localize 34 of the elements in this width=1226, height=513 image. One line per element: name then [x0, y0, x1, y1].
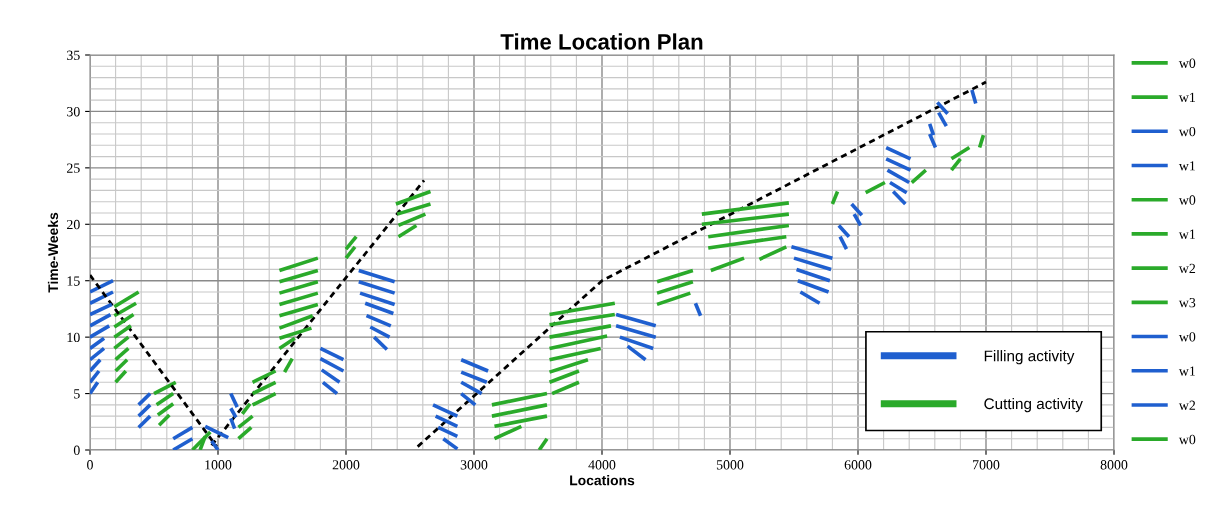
- x-tick-label: 7000: [973, 460, 1000, 470]
- y-tick-label: 35: [67, 50, 80, 60]
- legend-label: w0: [1178, 434, 1196, 445]
- legend-label: Cutting activity: [984, 397, 1083, 413]
- y-tick-label: 10: [67, 332, 80, 343]
- legend-label: Filling activity: [984, 350, 1075, 365]
- y-tick-label: 30: [67, 107, 80, 117]
- y-tick-label: 0: [73, 445, 80, 455]
- chart-title: Time Location Plan: [500, 33, 703, 50]
- legend-label: w2: [1178, 400, 1196, 410]
- y-tick-label: 20: [67, 219, 80, 230]
- legend-label: w0: [1178, 126, 1196, 137]
- y-tick-label: 25: [67, 163, 80, 173]
- legend-label: w2: [1178, 263, 1196, 274]
- x-tick-label: 0: [87, 460, 93, 470]
- x-tick-label: 8000: [1100, 460, 1128, 470]
- x-tick-label: 4000: [588, 460, 616, 470]
- legend-label: w0: [1178, 195, 1196, 205]
- legend-label: w0: [1178, 332, 1196, 342]
- y-tick-label: 15: [67, 276, 80, 286]
- legend-label: w1: [1178, 229, 1195, 239]
- x-tick-label: 2000: [332, 460, 360, 470]
- x-tick-label: 5000: [716, 460, 744, 470]
- y-tick-label: 5: [74, 389, 80, 399]
- x-axis-title: Locations: [570, 475, 635, 486]
- y-axis-title: Time-Weeks: [47, 212, 59, 293]
- legend-label: w0: [1178, 58, 1196, 68]
- x-tick-label: 3000: [460, 460, 488, 470]
- x-tick-label: 1000: [205, 460, 232, 470]
- legend-label: w1: [1178, 366, 1195, 376]
- legend-label: w1: [1178, 161, 1195, 171]
- x-tick-label: 6000: [844, 460, 872, 470]
- legend-label: w3: [1178, 298, 1196, 308]
- legend-label: w1: [1178, 92, 1195, 103]
